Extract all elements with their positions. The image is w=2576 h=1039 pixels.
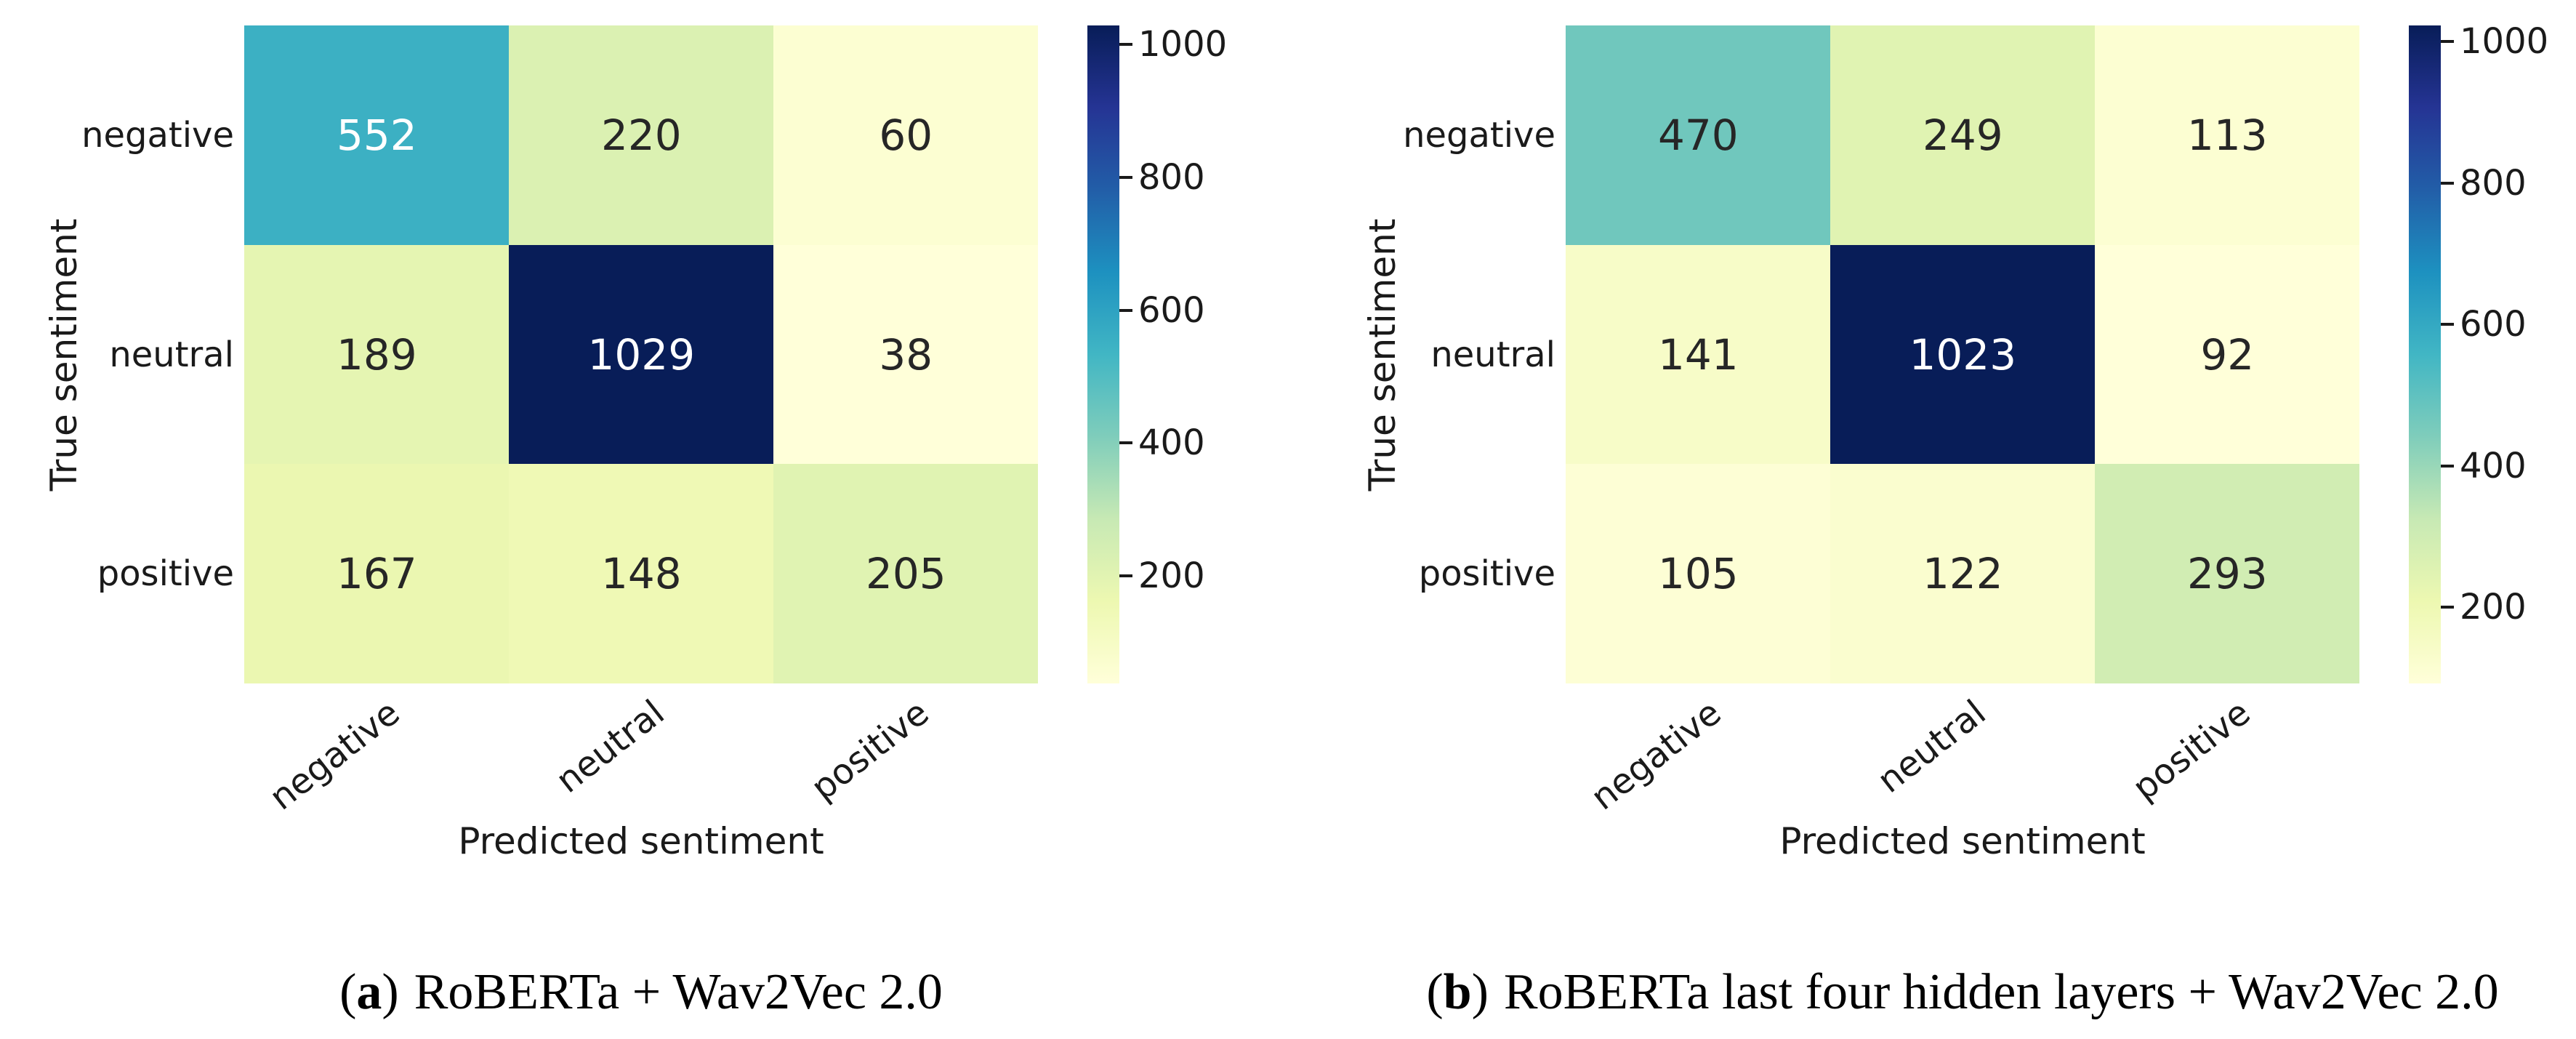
cell-value: 141	[1657, 329, 1739, 380]
x-tick-label: negative	[262, 692, 408, 819]
colorbar-tick-label: 200	[2460, 587, 2527, 628]
caption: (b) RoBERTa last four hidden layers + Wav…	[1330, 967, 2576, 1018]
heatmap-cell: 1029	[509, 244, 774, 465]
colorbar-tick-label: 600	[2460, 304, 2527, 345]
caption-letter: b	[1443, 964, 1472, 1020]
cell-value: 293	[2186, 549, 2268, 599]
cell-value: 189	[336, 329, 417, 380]
cell-value: 249	[1922, 111, 2003, 161]
cell-value: 470	[1657, 111, 1739, 161]
colorbar-tick-mark	[2441, 323, 2454, 326]
caption-label: (	[339, 964, 357, 1020]
x-axis-label: Predicted sentiment	[458, 820, 824, 862]
caption: (a) RoBERTa + Wav2Vec 2.0	[9, 967, 1273, 1018]
colorbar-tick-mark	[2441, 40, 2454, 44]
colorbar	[1087, 25, 1119, 683]
y-tick-label: neutral	[109, 334, 234, 375]
cell-value: 113	[2186, 111, 2268, 161]
heatmap-cell: 60	[773, 25, 1038, 246]
caption-label: (	[1426, 964, 1444, 1020]
y-tick-label: neutral	[1430, 334, 1555, 375]
y-tick-label: negative	[1403, 114, 1555, 156]
heatmap-cell: 113	[2095, 25, 2359, 246]
heatmap-grid: 470 249 113 141 1023 92 105 122 293	[1566, 25, 2359, 683]
heatmap-cell: 122	[1830, 464, 2096, 683]
y-tick-label: negative	[81, 114, 234, 156]
colorbar	[2409, 25, 2441, 683]
y-tick-label: positive	[1418, 553, 1555, 595]
cell-value: 220	[600, 111, 682, 161]
colorbar-tick-label: 800	[1138, 157, 1205, 198]
heatmap-cell: 470	[1566, 25, 1831, 246]
heatmap-cell: 249	[1830, 25, 2096, 246]
colorbar-tick-label: 400	[1138, 422, 1205, 464]
caption-letter: a	[356, 964, 382, 1020]
colorbar-tick-mark	[1119, 574, 1132, 578]
heatmap-cell: 293	[2095, 464, 2359, 683]
colorbar-tick-mark	[2441, 606, 2454, 609]
cell-value: 92	[2200, 329, 2255, 380]
heatmap-cell: 167	[244, 464, 510, 683]
colorbar-tick-mark	[1119, 441, 1132, 445]
heatmap-cell: 205	[773, 464, 1038, 683]
colorbar-tick-mark	[1119, 176, 1132, 180]
cell-value: 148	[600, 549, 682, 599]
colorbar-tick-label: 800	[2460, 162, 2527, 204]
colorbar-tick-label: 1000	[1138, 24, 1228, 65]
colorbar-tick-label: 200	[1138, 555, 1205, 597]
cell-value: 1029	[587, 329, 696, 380]
caption-text: RoBERTa + Wav2Vec 2.0	[414, 964, 943, 1020]
y-tick-label: positive	[97, 553, 234, 595]
heatmap-cell: 148	[509, 464, 774, 683]
heatmap-cell: 189	[244, 244, 510, 465]
heatmap-cell: 552	[244, 25, 510, 246]
heatmap-cell: 92	[2095, 244, 2359, 465]
heatmap-cell: 38	[773, 244, 1038, 465]
cell-value: 1023	[1909, 329, 2017, 380]
heatmap-cell: 141	[1566, 244, 1831, 465]
cell-value: 105	[1657, 549, 1739, 599]
cell-value: 122	[1922, 549, 2003, 599]
heatmap-grid: 552 220 60 189 1029 38 167 148 205	[244, 25, 1038, 683]
cell-value: 60	[879, 111, 933, 161]
colorbar-tick-label: 1000	[2460, 21, 2549, 63]
cell-value: 552	[336, 111, 417, 161]
caption-text: RoBERTa last four hidden layers + Wav2Ve…	[1503, 964, 2499, 1020]
cell-value: 205	[865, 549, 946, 599]
heatmap-cell: 105	[1566, 464, 1831, 683]
colorbar-tick-mark	[1119, 43, 1132, 47]
colorbar-tick-label: 400	[2460, 445, 2527, 486]
colorbar-tick-label: 600	[1138, 289, 1205, 331]
cell-value: 167	[336, 549, 417, 599]
heatmap-cell: 220	[509, 25, 774, 246]
caption-label-close: )	[1471, 964, 1489, 1020]
x-tick-label: negative	[1583, 692, 1729, 819]
caption-label-close: )	[382, 964, 399, 1020]
colorbar-tick-mark	[1119, 308, 1132, 312]
cell-value: 38	[879, 329, 933, 380]
heatmap-cell: 1023	[1830, 244, 2096, 465]
x-axis-label: Predicted sentiment	[1779, 820, 2146, 862]
colorbar-tick-mark	[2441, 181, 2454, 185]
colorbar-tick-mark	[2441, 464, 2454, 468]
